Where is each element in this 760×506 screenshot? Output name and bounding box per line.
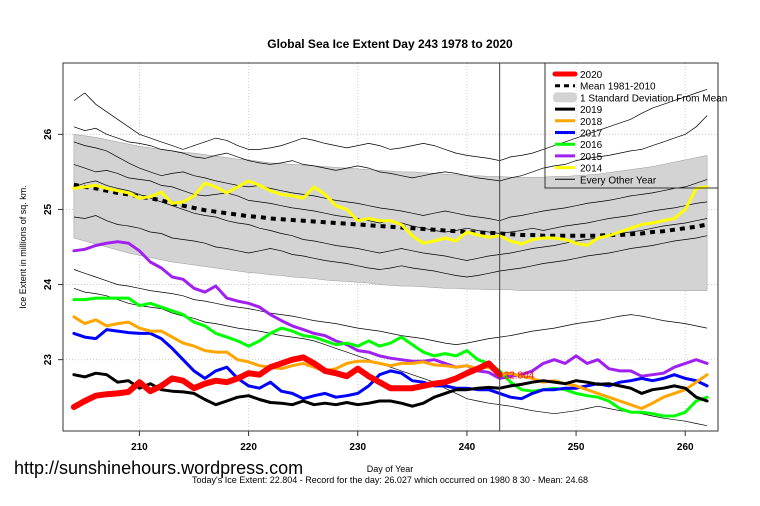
x-tick-label: 240 — [459, 442, 476, 453]
chart-title: Global Sea Ice Extent Day 243 1978 to 20… — [267, 37, 513, 51]
legend-label: Mean 1981-2010 — [580, 82, 656, 93]
series-line-2014 — [72, 179, 709, 247]
legend-label: 2016 — [580, 140, 603, 151]
x-tick-label: 250 — [568, 442, 585, 453]
legend-label: 2017 — [580, 129, 603, 140]
x-tick-label: 260 — [677, 442, 694, 453]
y-tick-label: 23 — [43, 354, 54, 366]
y-tick-label: 26 — [43, 128, 54, 140]
series-line-2015 — [72, 240, 709, 380]
every-other-year-line — [73, 115, 708, 182]
series-line-2020 — [70, 354, 503, 410]
x-tick-label: 210 — [131, 442, 148, 453]
legend-label: 2018 — [580, 117, 603, 128]
series-line-2016 — [72, 296, 709, 418]
y-axis-label: Ice Extent in millions of sq. km. — [18, 185, 28, 309]
watermark-url: http://sunshinehours.wordpress.com — [14, 458, 304, 478]
std-dev-band-area — [73, 134, 708, 291]
y-tick-label: 24 — [43, 279, 54, 291]
x-axis-label: Day of Year — [367, 464, 414, 474]
std-dev-band — [73, 134, 708, 291]
x-axis: 210 220 230 240 250 260 — [131, 431, 694, 453]
x-tick-label: 220 — [240, 442, 257, 453]
legend-label: 2020 — [580, 70, 603, 81]
every-other-year-line — [73, 215, 708, 278]
series-lines — [70, 179, 709, 418]
every-other-year-line — [73, 269, 708, 345]
legend-label: 2014 — [580, 164, 603, 175]
x-tick-label: 230 — [349, 442, 366, 453]
plot-frame — [62, 62, 719, 432]
every-other-year-line — [73, 88, 708, 161]
series-line-2019 — [72, 371, 709, 408]
every-other-year-line — [73, 141, 708, 222]
legend-label: 2015 — [580, 152, 603, 163]
legend-box — [544, 62, 719, 189]
footnote: Today's Ice Extent: 22.804 - Record for … — [192, 475, 588, 485]
legend-label: Every Other Year — [580, 175, 657, 186]
y-tick-label: 25 — [43, 203, 54, 215]
legend-label: 1 Standard Deviation From Mean — [580, 93, 727, 104]
legend-label: 2019 — [580, 105, 603, 116]
current-value-label: 22.804 — [504, 371, 535, 382]
legend-swatch-fill — [553, 92, 577, 103]
series-line-mean-1981-2010 — [73, 182, 708, 238]
series-line-2018 — [72, 315, 709, 410]
y-axis: 23 24 25 26 — [43, 128, 63, 365]
every-other-year-line — [73, 287, 708, 427]
